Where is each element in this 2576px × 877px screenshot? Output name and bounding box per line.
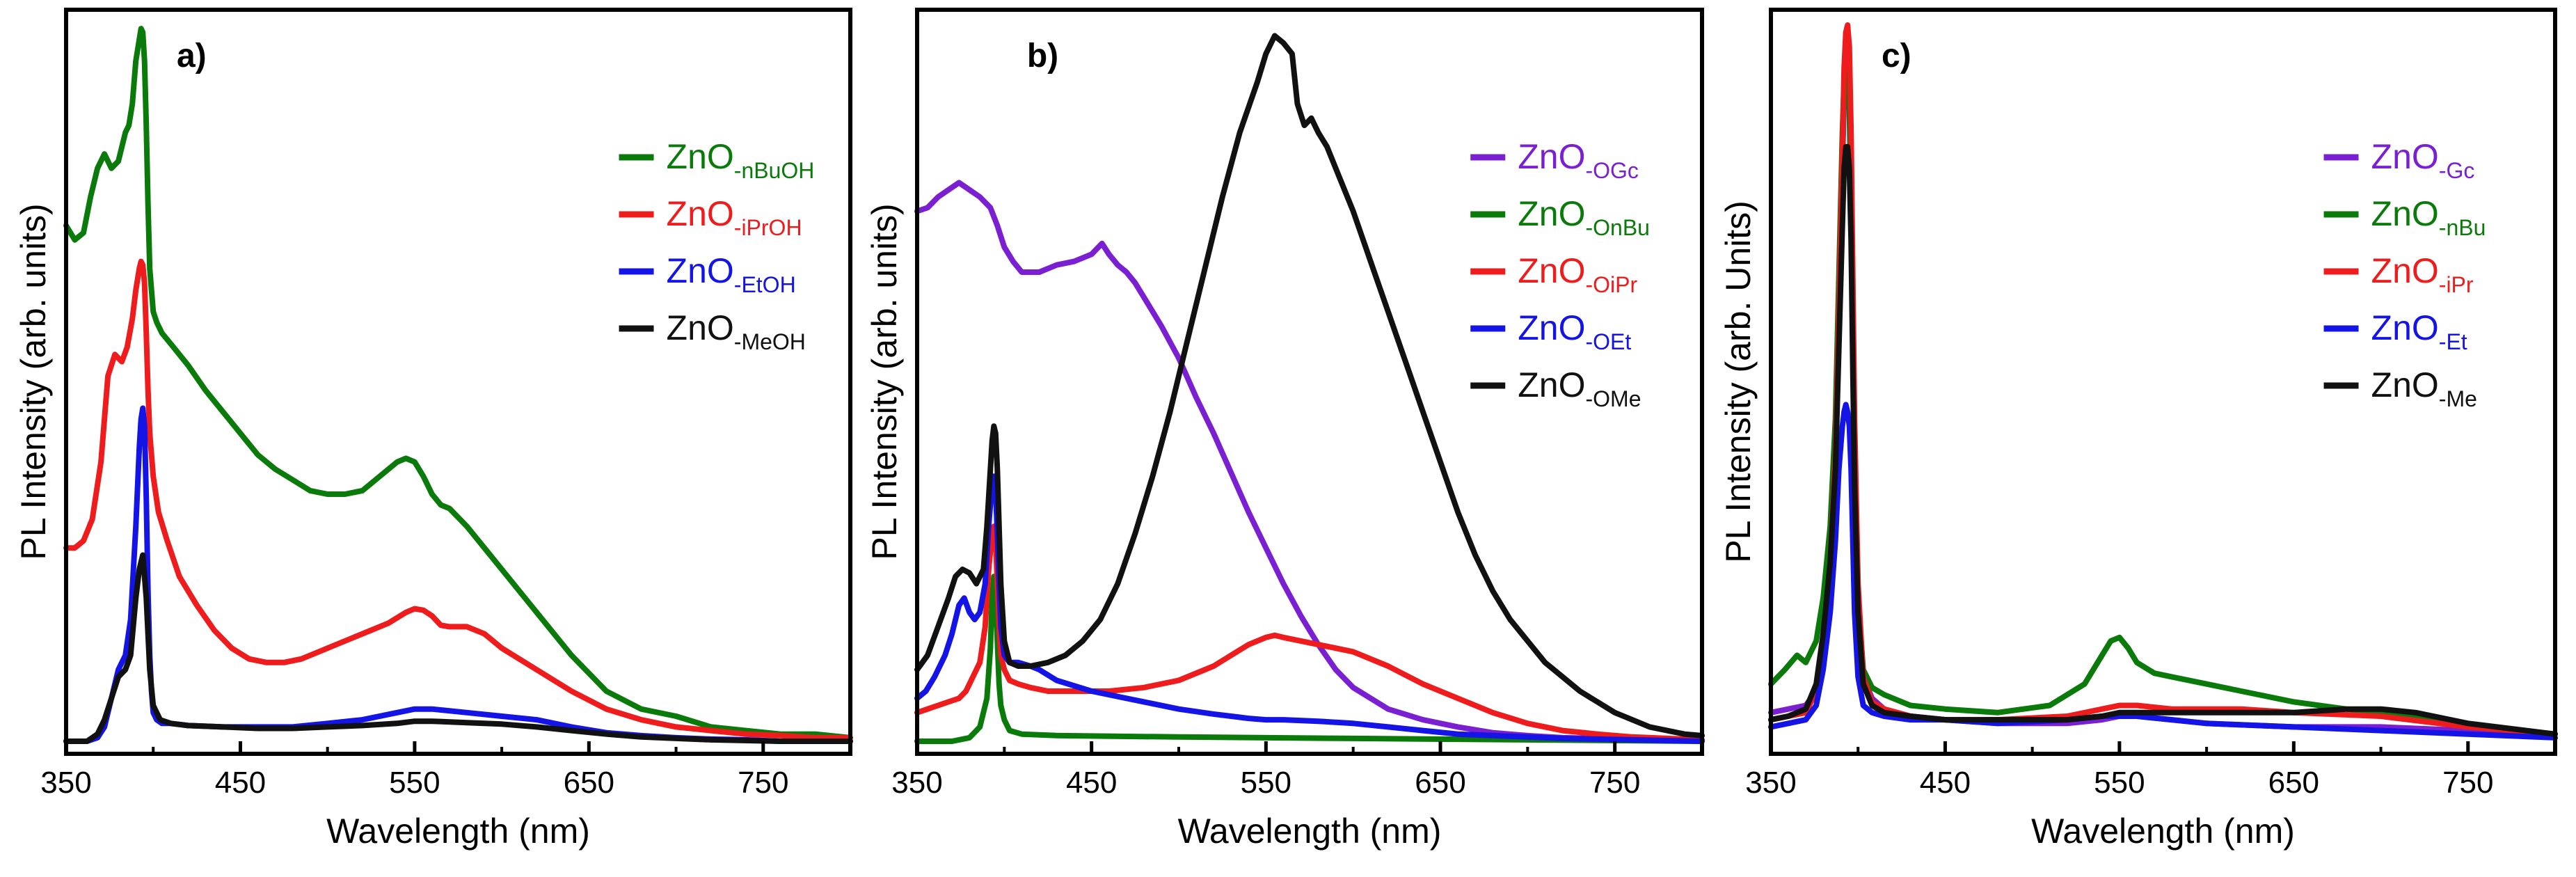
- legend-entry: ZnO-OiPr: [1518, 251, 1637, 297]
- legend-entry-main: ZnO: [667, 308, 734, 347]
- panel-label: a): [177, 38, 207, 74]
- legend-entry-sub: -nBu: [2439, 215, 2486, 240]
- legend-entry: ZnO-OEt: [1518, 308, 1631, 354]
- legend-entry-sub: -OiPr: [1585, 272, 1637, 297]
- x-tick-label: 650: [2268, 766, 2319, 800]
- plot-frame: [64, 8, 852, 756]
- x-tick-label: 450: [215, 766, 266, 800]
- legend-entry-main: ZnO: [1518, 251, 1585, 290]
- legend-entry-sub: -OnBu: [1585, 215, 1649, 240]
- x-tick-label: 450: [1066, 766, 1117, 800]
- legend-entry-main: ZnO: [667, 194, 734, 233]
- x-tick-label: 650: [564, 766, 614, 800]
- legend-entry: ZnO-iPr: [2371, 251, 2474, 297]
- legend-entry-sub: -iPrOH: [734, 215, 802, 240]
- legend-entry-main: ZnO: [667, 251, 734, 290]
- legend-entry-main: ZnO: [1518, 137, 1585, 176]
- legend-entry-sub: -nBuOH: [734, 158, 815, 183]
- chart-panel-3: 350 450 550 650 750 Wavelength (nm) PL Intensi…: [1719, 8, 2558, 851]
- legend-entry-sub: -MeOH: [734, 329, 806, 354]
- legend-entry: ZnO-Me: [2371, 365, 2477, 411]
- legend-entry-main: ZnO: [1518, 194, 1585, 233]
- legend-entry-main: ZnO: [2371, 365, 2439, 404]
- x-tick-label: 650: [1415, 766, 1465, 800]
- x-tick-label: 750: [2442, 766, 2493, 800]
- legend-entry: ZnO-OMe: [1518, 365, 1641, 411]
- legend-entry-sub: -OMe: [1585, 386, 1641, 411]
- chart-panel-2: 350 450 550 650 750 Wavelength (nm) PL Intensi…: [865, 8, 1705, 851]
- x-axis-title: Wavelength (nm): [2031, 812, 2295, 851]
- legend-entry: ZnO-Gc: [2371, 137, 2475, 183]
- legend-entry-main: ZnO: [1518, 308, 1585, 347]
- legend-entry-main: ZnO: [2371, 194, 2439, 233]
- series-line-ZnO-MeOH: [63, 552, 853, 744]
- legend-entry: ZnO-iPrOH: [667, 194, 802, 240]
- legend-entry: ZnO-EtOH: [667, 251, 796, 297]
- series-line-ZnO-OnBu: [914, 574, 1705, 744]
- series-line-ZnO-Et: [1768, 402, 2558, 741]
- series-line-ZnO-Me: [1768, 143, 2558, 737]
- legend-entry-main: ZnO: [1518, 365, 1585, 404]
- series-line-ZnO-iPrOH: [63, 258, 853, 741]
- legend-entry: ZnO-OnBu: [1518, 194, 1650, 240]
- legend-entry-sub: -OEt: [1585, 329, 1631, 354]
- legend-entry: ZnO-nBuOH: [667, 137, 815, 183]
- plot-frame: [1769, 8, 2557, 756]
- chart-panel-1: 350 450 550 650 750 Wavelength (nm) PL Intensi…: [14, 8, 853, 851]
- legend-entry-sub: -EtOH: [734, 272, 796, 297]
- y-axis-title: PL Intensity (arb. units): [865, 203, 904, 560]
- x-axis-title: Wavelength (nm): [1178, 812, 1442, 851]
- x-tick-label: 350: [891, 766, 942, 800]
- series-line-ZnO-OEt: [914, 473, 1705, 744]
- y-axis-title: PL Intensity (arb. units): [14, 203, 53, 560]
- series-line-ZnO-nBuOH: [63, 26, 853, 741]
- series-line-ZnO-EtOH: [63, 405, 853, 744]
- series-line-ZnO-OiPr: [914, 523, 1705, 743]
- x-tick-label: 550: [1241, 766, 1291, 800]
- x-tick-label: 550: [2094, 766, 2145, 800]
- x-axis-title: Wavelength (nm): [326, 812, 590, 851]
- legend-entry: ZnO-nBu: [2371, 194, 2486, 240]
- legend-entry-sub: -iPr: [2439, 272, 2474, 297]
- plot-frame: [915, 8, 1704, 756]
- legend-entry: ZnO-OGc: [1518, 137, 1639, 183]
- legend-entry: ZnO-MeOH: [667, 308, 806, 354]
- panel-label: c): [1882, 38, 1911, 74]
- x-tick-label: 450: [1920, 766, 1971, 800]
- legend-entry-main: ZnO: [2371, 137, 2439, 176]
- legend-entry-sub: -Et: [2439, 329, 2467, 354]
- series-line-ZnO-OGc: [914, 180, 1705, 743]
- x-tick-label: 350: [1745, 766, 1796, 800]
- x-tick-label: 750: [1589, 766, 1640, 800]
- x-tick-label: 750: [738, 766, 788, 800]
- series-line-ZnO-OMe: [914, 33, 1705, 738]
- legend-entry-main: ZnO: [2371, 308, 2439, 347]
- legend-entry: ZnO-Et: [2371, 308, 2467, 354]
- legend-entry-sub: -Me: [2439, 386, 2477, 411]
- legend-entry-main: ZnO: [667, 137, 734, 176]
- legend-entry-main: ZnO: [2371, 251, 2439, 290]
- x-tick-label: 350: [40, 766, 91, 800]
- panel-label: b): [1027, 38, 1058, 74]
- legend-entry-sub: -Gc: [2439, 158, 2475, 183]
- y-axis-title: PL Intensity (arb. Units): [1719, 200, 1758, 563]
- x-tick-label: 550: [389, 766, 440, 800]
- legend-entry-sub: -OGc: [1585, 158, 1638, 183]
